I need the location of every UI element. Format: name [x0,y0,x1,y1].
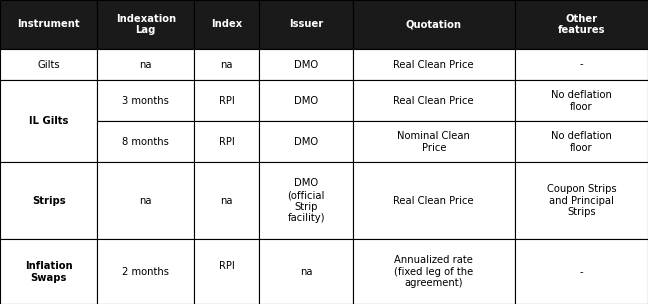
Bar [515,121,648,162]
Bar [259,121,353,162]
Bar [353,49,515,80]
Text: -: - [579,267,583,277]
Text: Annualized rate
(fixed leg of the
agreement): Annualized rate (fixed leg of the agreem… [394,255,474,288]
Bar [353,80,515,121]
Bar [97,121,194,162]
Text: -: - [579,60,583,70]
Bar [515,49,648,80]
Text: Real Clean Price: Real Clean Price [393,60,474,70]
Bar [353,121,515,162]
Bar [259,80,353,121]
Bar [259,49,353,80]
Text: Nominal Clean
Price: Nominal Clean Price [397,131,470,153]
Text: Real Clean Price: Real Clean Price [393,96,474,106]
Bar [0,80,97,162]
Bar [353,240,515,304]
Text: IL Gilts: IL Gilts [29,116,68,126]
Text: Issuer: Issuer [289,19,323,29]
Text: No deflation
floor: No deflation floor [551,131,612,153]
Bar [353,162,515,240]
Bar [515,0,648,49]
Text: DMO: DMO [294,96,318,106]
Text: na: na [220,60,233,70]
Bar [259,162,353,240]
Bar [515,240,648,304]
Text: Indexation
Lag: Indexation Lag [116,14,176,35]
Bar [0,162,97,240]
Text: RPI: RPI [219,261,235,282]
Bar [97,49,194,80]
Bar [97,240,194,304]
Bar [194,0,259,49]
Text: DMO
(official
Strip
facility): DMO (official Strip facility) [287,178,325,223]
Text: na: na [300,267,312,277]
Bar [0,240,97,304]
Text: Quotation: Quotation [406,19,462,29]
Text: Other
features: Other features [558,14,605,35]
Text: Strips: Strips [32,196,65,206]
Text: Inflation
Swaps: Inflation Swaps [25,261,73,282]
Bar [97,0,194,49]
Bar [97,162,194,240]
Text: DMO: DMO [294,137,318,147]
Text: 8 months: 8 months [122,137,169,147]
Bar [515,162,648,240]
Text: DMO: DMO [294,60,318,70]
Text: Coupon Strips
and Principal
Strips: Coupon Strips and Principal Strips [546,184,616,217]
Bar [0,49,97,80]
Bar [259,240,353,304]
Text: Gilts: Gilts [38,60,60,70]
Text: RPI: RPI [219,137,235,147]
Bar [353,0,515,49]
Text: Real Clean Price: Real Clean Price [393,196,474,206]
Text: na: na [139,60,152,70]
Bar [194,49,259,80]
Text: 2 months: 2 months [122,267,169,277]
Text: Instrument: Instrument [17,19,80,29]
Bar [259,0,353,49]
Bar [97,80,194,121]
Text: RPI: RPI [219,96,235,106]
Text: na: na [139,196,152,206]
Bar [194,162,259,240]
Text: Index: Index [211,19,242,29]
Text: 3 months: 3 months [122,96,169,106]
Bar [194,240,259,304]
Text: na: na [220,196,233,206]
Text: No deflation
floor: No deflation floor [551,90,612,112]
Bar [515,80,648,121]
Bar [194,80,259,121]
Bar [0,0,97,49]
Bar [194,121,259,162]
